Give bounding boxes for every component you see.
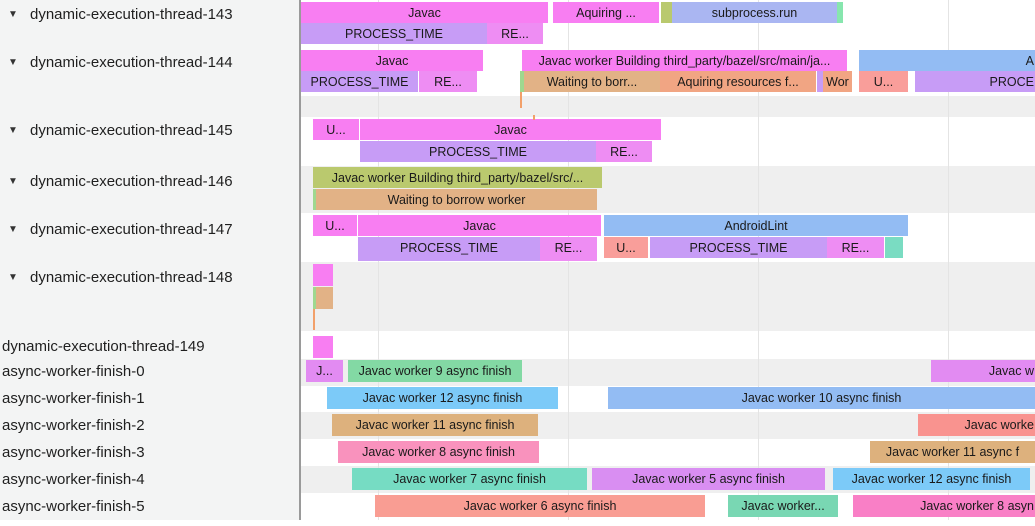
collapse-arrow-icon[interactable]: ▼ (8, 224, 18, 235)
event-bar-process-time[interactable]: PROCESS_TIME (301, 23, 487, 44)
event-bar-javac-worker-11-async-f[interactable]: Javac worker 11 async f (870, 441, 1035, 463)
track-row-dynamic-execution-thread-149[interactable]: dynamic-execution-thread-149 (0, 337, 301, 356)
track-row-async-worker-finish-3[interactable]: async-worker-finish-3 (0, 443, 301, 462)
track-label: async-worker-finish-1 (2, 390, 145, 407)
track-label: async-worker-finish-2 (2, 417, 145, 434)
event-bar-subprocess-run[interactable]: subprocess.run (672, 2, 837, 23)
event-bar-javac-worker-11-async-finish[interactable]: Javac worker 11 async finish (332, 414, 538, 436)
event-bar-process-time[interactable]: PROCESS_TIME (650, 237, 827, 258)
time-gridline (948, 0, 949, 520)
event-bar-javac-worke[interactable]: Javac worke (918, 414, 1035, 436)
event-bar-re[interactable]: RE... (540, 237, 597, 258)
track-row-async-worker-finish-1[interactable]: async-worker-finish-1 (0, 389, 301, 408)
event-bar-process-time[interactable]: PROCESS_TIME (301, 71, 418, 92)
event-bar-javac[interactable]: Javac (301, 2, 548, 23)
timeline-canvas[interactable]: Javac Aquiring ... subprocess.run PROCESS_T… (301, 0, 1035, 526)
track-row-dynamic-execution-thread-143[interactable]: ▼ dynamic-execution-thread-143 (0, 5, 299, 24)
event-bar[interactable] (316, 287, 333, 309)
track-label: dynamic-execution-thread-148 (30, 269, 233, 286)
track-label: async-worker-finish-5 (2, 498, 145, 515)
track-label: dynamic-execution-thread-149 (2, 338, 205, 355)
event-bar[interactable] (661, 2, 672, 23)
track-label: dynamic-execution-thread-145 (30, 122, 233, 139)
event-bar-javac-worker-12-async-finish[interactable]: Javac worker 12 async finish (833, 468, 1030, 490)
event-bar-javac-worker-6-async-finish[interactable]: Javac worker 6 async finish (375, 495, 705, 517)
event-bar-j[interactable]: J... (306, 360, 343, 382)
event-bar-javac-worker-12-async-finish[interactable]: Javac worker 12 async finish (327, 387, 558, 409)
event-bar-u[interactable]: U... (859, 71, 908, 92)
event-bar[interactable] (540, 258, 597, 261)
event-bar-javac-worker-10-async-finish[interactable]: Javac worker 10 async finish (608, 387, 1035, 409)
event-bar-re[interactable]: RE... (487, 23, 543, 44)
event-bar-wor[interactable]: Wor (823, 71, 852, 92)
event-bar-re[interactable]: RE... (596, 141, 652, 162)
event-bar[interactable] (313, 264, 333, 286)
event-bar-re[interactable]: RE... (419, 71, 477, 92)
event-bar-javac-worker-8-asyn[interactable]: Javac worker 8 asyn (853, 495, 1035, 517)
instant-event-tick[interactable] (313, 309, 315, 330)
event-bar[interactable] (313, 189, 316, 210)
track-background-dynamic-execution-thread-149 (301, 331, 1035, 359)
instant-event-tick[interactable] (533, 115, 535, 120)
track-label: dynamic-execution-thread-146 (30, 173, 233, 190)
event-bar-re[interactable]: RE... (827, 237, 884, 258)
event-bar[interactable] (313, 336, 333, 358)
event-bar[interactable] (313, 287, 316, 309)
track-row-dynamic-execution-thread-144[interactable]: ▼ dynamic-execution-thread-144 (0, 53, 299, 72)
track-row-dynamic-execution-thread-145[interactable]: ▼ dynamic-execution-thread-145 (0, 121, 299, 140)
event-bar[interactable] (885, 237, 903, 258)
event-bar-javac[interactable]: Javac (358, 215, 601, 236)
track-background-dynamic-execution-thread-148 (301, 262, 1035, 331)
event-bar-javac-worker-8-async-finish[interactable]: Javac worker 8 async finish (338, 441, 539, 463)
track-label: dynamic-execution-thread-147 (30, 221, 233, 238)
track-row-async-worker-finish-4[interactable]: async-worker-finish-4 (0, 470, 301, 489)
track-background-dynamic-execution-thread-144-overflow (301, 96, 1035, 117)
event-bar-process-time[interactable]: PROCESS_TIME (358, 237, 540, 258)
event-bar-javac-worker[interactable]: Javac worker... (728, 495, 838, 517)
track-row-async-worker-finish-0[interactable]: async-worker-finish-0 (0, 362, 301, 381)
track-label: dynamic-execution-thread-143 (30, 6, 233, 23)
track-row-dynamic-execution-thread-148[interactable]: ▼ dynamic-execution-thread-148 (0, 268, 299, 287)
event-bar-aquiring-resources-f[interactable]: Aquiring resources f... (660, 71, 816, 92)
event-bar[interactable] (837, 2, 843, 23)
event-bar-proce[interactable]: PROCE (915, 71, 1035, 92)
instant-event-tick[interactable] (520, 92, 522, 108)
track-label: async-worker-finish-4 (2, 471, 145, 488)
track-label: async-worker-finish-0 (2, 363, 145, 380)
event-bar-aquiring[interactable]: Aquiring ... (553, 2, 659, 23)
track-name-sidebar: ▼ dynamic-execution-thread-143 ▼ dynamic-ex… (0, 0, 301, 520)
event-bar[interactable] (358, 258, 540, 261)
track-row-dynamic-execution-thread-147[interactable]: ▼ dynamic-execution-thread-147 (0, 220, 299, 239)
event-bar-u[interactable]: U... (604, 237, 648, 258)
event-bar[interactable] (520, 71, 524, 92)
event-bar-process-time[interactable]: PROCESS_TIME (360, 141, 596, 162)
track-label: async-worker-finish-3 (2, 444, 145, 461)
collapse-arrow-icon[interactable]: ▼ (8, 125, 18, 136)
event-bar-waiting-to-borr[interactable]: Waiting to borr... (524, 71, 660, 92)
event-bar-a[interactable]: A (859, 50, 1035, 71)
event-bar-javac-w[interactable]: Javac w (931, 360, 1035, 382)
track-row-async-worker-finish-5[interactable]: async-worker-finish-5 (0, 497, 301, 516)
track-row-dynamic-execution-thread-146[interactable]: ▼ dynamic-execution-thread-146 (0, 172, 299, 191)
event-bar[interactable] (817, 71, 823, 92)
event-bar-javac-worker-building-third-party-bazel-src-main-ja[interactable]: Javac worker Building third_party/bazel/… (522, 50, 847, 71)
event-bar-javac[interactable]: Javac (360, 119, 661, 140)
collapse-arrow-icon[interactable]: ▼ (8, 9, 18, 20)
event-bar-waiting-to-borrow-worker[interactable]: Waiting to borrow worker (316, 189, 597, 210)
event-bar-androidlint[interactable]: AndroidLint (604, 215, 908, 236)
collapse-arrow-icon[interactable]: ▼ (8, 272, 18, 283)
time-gridline (758, 0, 759, 520)
track-row-async-worker-finish-2[interactable]: async-worker-finish-2 (0, 416, 301, 435)
collapse-arrow-icon[interactable]: ▼ (8, 57, 18, 68)
event-bar-u[interactable]: U... (313, 215, 357, 236)
event-bar-javac[interactable]: Javac (301, 50, 483, 71)
event-bar-javac-worker-building-third-party-bazel-src[interactable]: Javac worker Building third_party/bazel/… (313, 167, 602, 188)
event-bar-javac-worker-7-async-finish[interactable]: Javac worker 7 async finish (352, 468, 587, 490)
event-bar-javac-worker-5-async-finish[interactable]: Javac worker 5 async finish (592, 468, 825, 490)
track-label: dynamic-execution-thread-144 (30, 54, 233, 71)
collapse-arrow-icon[interactable]: ▼ (8, 176, 18, 187)
event-bar-u[interactable]: U... (313, 119, 359, 140)
event-bar-javac-worker-9-async-finish[interactable]: Javac worker 9 async finish (348, 360, 522, 382)
